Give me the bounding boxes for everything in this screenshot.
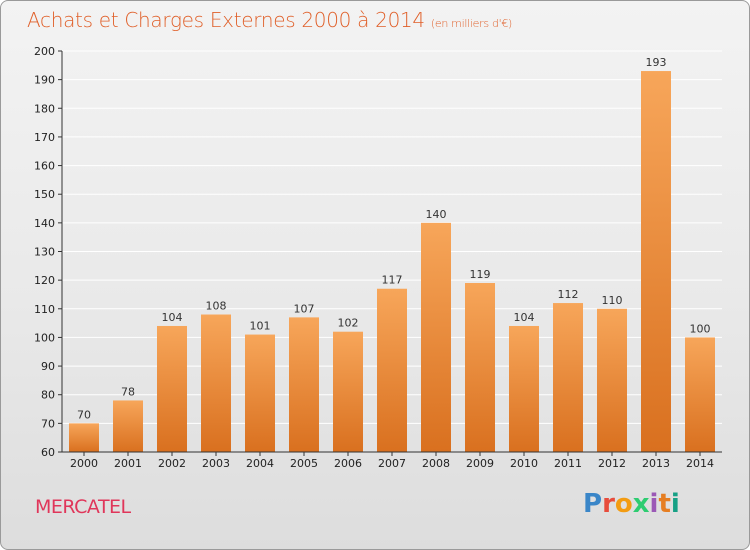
brand-letter: i [670, 489, 680, 519]
y-tick-label: 170 [34, 131, 55, 144]
x-tick-label: 2001 [114, 457, 142, 470]
data-label: 100 [690, 322, 711, 335]
bar [685, 337, 715, 452]
x-tick-label: 2009 [466, 457, 494, 470]
data-label: 78 [121, 385, 135, 398]
x-tick-label: 2007 [378, 457, 406, 470]
data-label: 112 [558, 288, 579, 301]
data-label: 110 [602, 294, 623, 307]
x-tick-label: 2006 [334, 457, 362, 470]
y-tick-label: 100 [34, 331, 55, 344]
brand-letter: t [658, 489, 671, 519]
chart-title: Achats et Charges Externes 2000 à 2014 (e… [27, 8, 512, 32]
data-label: 119 [470, 268, 491, 281]
data-label: 193 [646, 56, 667, 69]
data-label: 140 [426, 208, 447, 221]
x-tick-label: 2005 [290, 457, 318, 470]
x-tick-label: 2014 [686, 457, 714, 470]
bar [421, 222, 451, 452]
y-tick-label: 90 [41, 360, 55, 373]
y-tick-label: 80 [41, 389, 55, 402]
brand-letter: i [649, 489, 659, 519]
x-tick-label: 2013 [642, 457, 670, 470]
title-text: Achats et Charges Externes 2000 à 2014 [27, 8, 425, 32]
x-tick-label: 2012 [598, 457, 626, 470]
brand-letter: x [632, 489, 650, 519]
y-tick-label: 60 [41, 446, 55, 459]
data-label: 70 [77, 408, 91, 421]
y-tick-label: 130 [34, 246, 55, 259]
y-tick-label: 120 [34, 274, 55, 287]
x-tick-label: 2000 [70, 457, 98, 470]
bar [113, 400, 143, 452]
y-tick-label: 160 [34, 160, 55, 173]
x-tick-label: 2010 [510, 457, 538, 470]
x-tick-label: 2008 [422, 457, 450, 470]
y-tick-label: 110 [34, 303, 55, 316]
chart-subtitle: (en milliers d'€) [430, 17, 513, 30]
bar [201, 314, 231, 452]
y-tick-label: 150 [34, 188, 55, 201]
y-tick-label: 200 [34, 45, 55, 58]
y-tick-label: 190 [34, 74, 55, 87]
bar [289, 317, 319, 452]
bar [509, 325, 539, 452]
data-label: 104 [162, 311, 183, 324]
x-tick-label: 2004 [246, 457, 274, 470]
data-label: 108 [206, 300, 227, 313]
bar [641, 71, 671, 453]
bar [333, 331, 363, 452]
data-label: 117 [382, 274, 403, 287]
bar [553, 303, 583, 452]
bar [69, 423, 99, 452]
bar [465, 283, 495, 452]
x-tick-label: 2002 [158, 457, 186, 470]
commune-name: MERCATEL [35, 496, 131, 518]
brand-letter: P [583, 489, 603, 519]
data-label: 102 [338, 317, 359, 330]
x-tick-label: 2011 [554, 457, 582, 470]
data-label: 101 [250, 320, 271, 333]
bar [157, 325, 187, 452]
data-label: 107 [294, 302, 315, 315]
bar [597, 308, 627, 452]
x-tick-label: 2003 [202, 457, 230, 470]
proxiti-logo: Proxiti [583, 489, 680, 519]
brand-letter: r [602, 489, 615, 519]
y-tick-label: 140 [34, 217, 55, 230]
bar [245, 334, 275, 452]
brand-letter: o [614, 489, 633, 519]
bar [377, 288, 407, 452]
data-label: 104 [514, 311, 535, 324]
y-tick-label: 180 [34, 102, 55, 115]
y-tick-label: 70 [41, 417, 55, 430]
